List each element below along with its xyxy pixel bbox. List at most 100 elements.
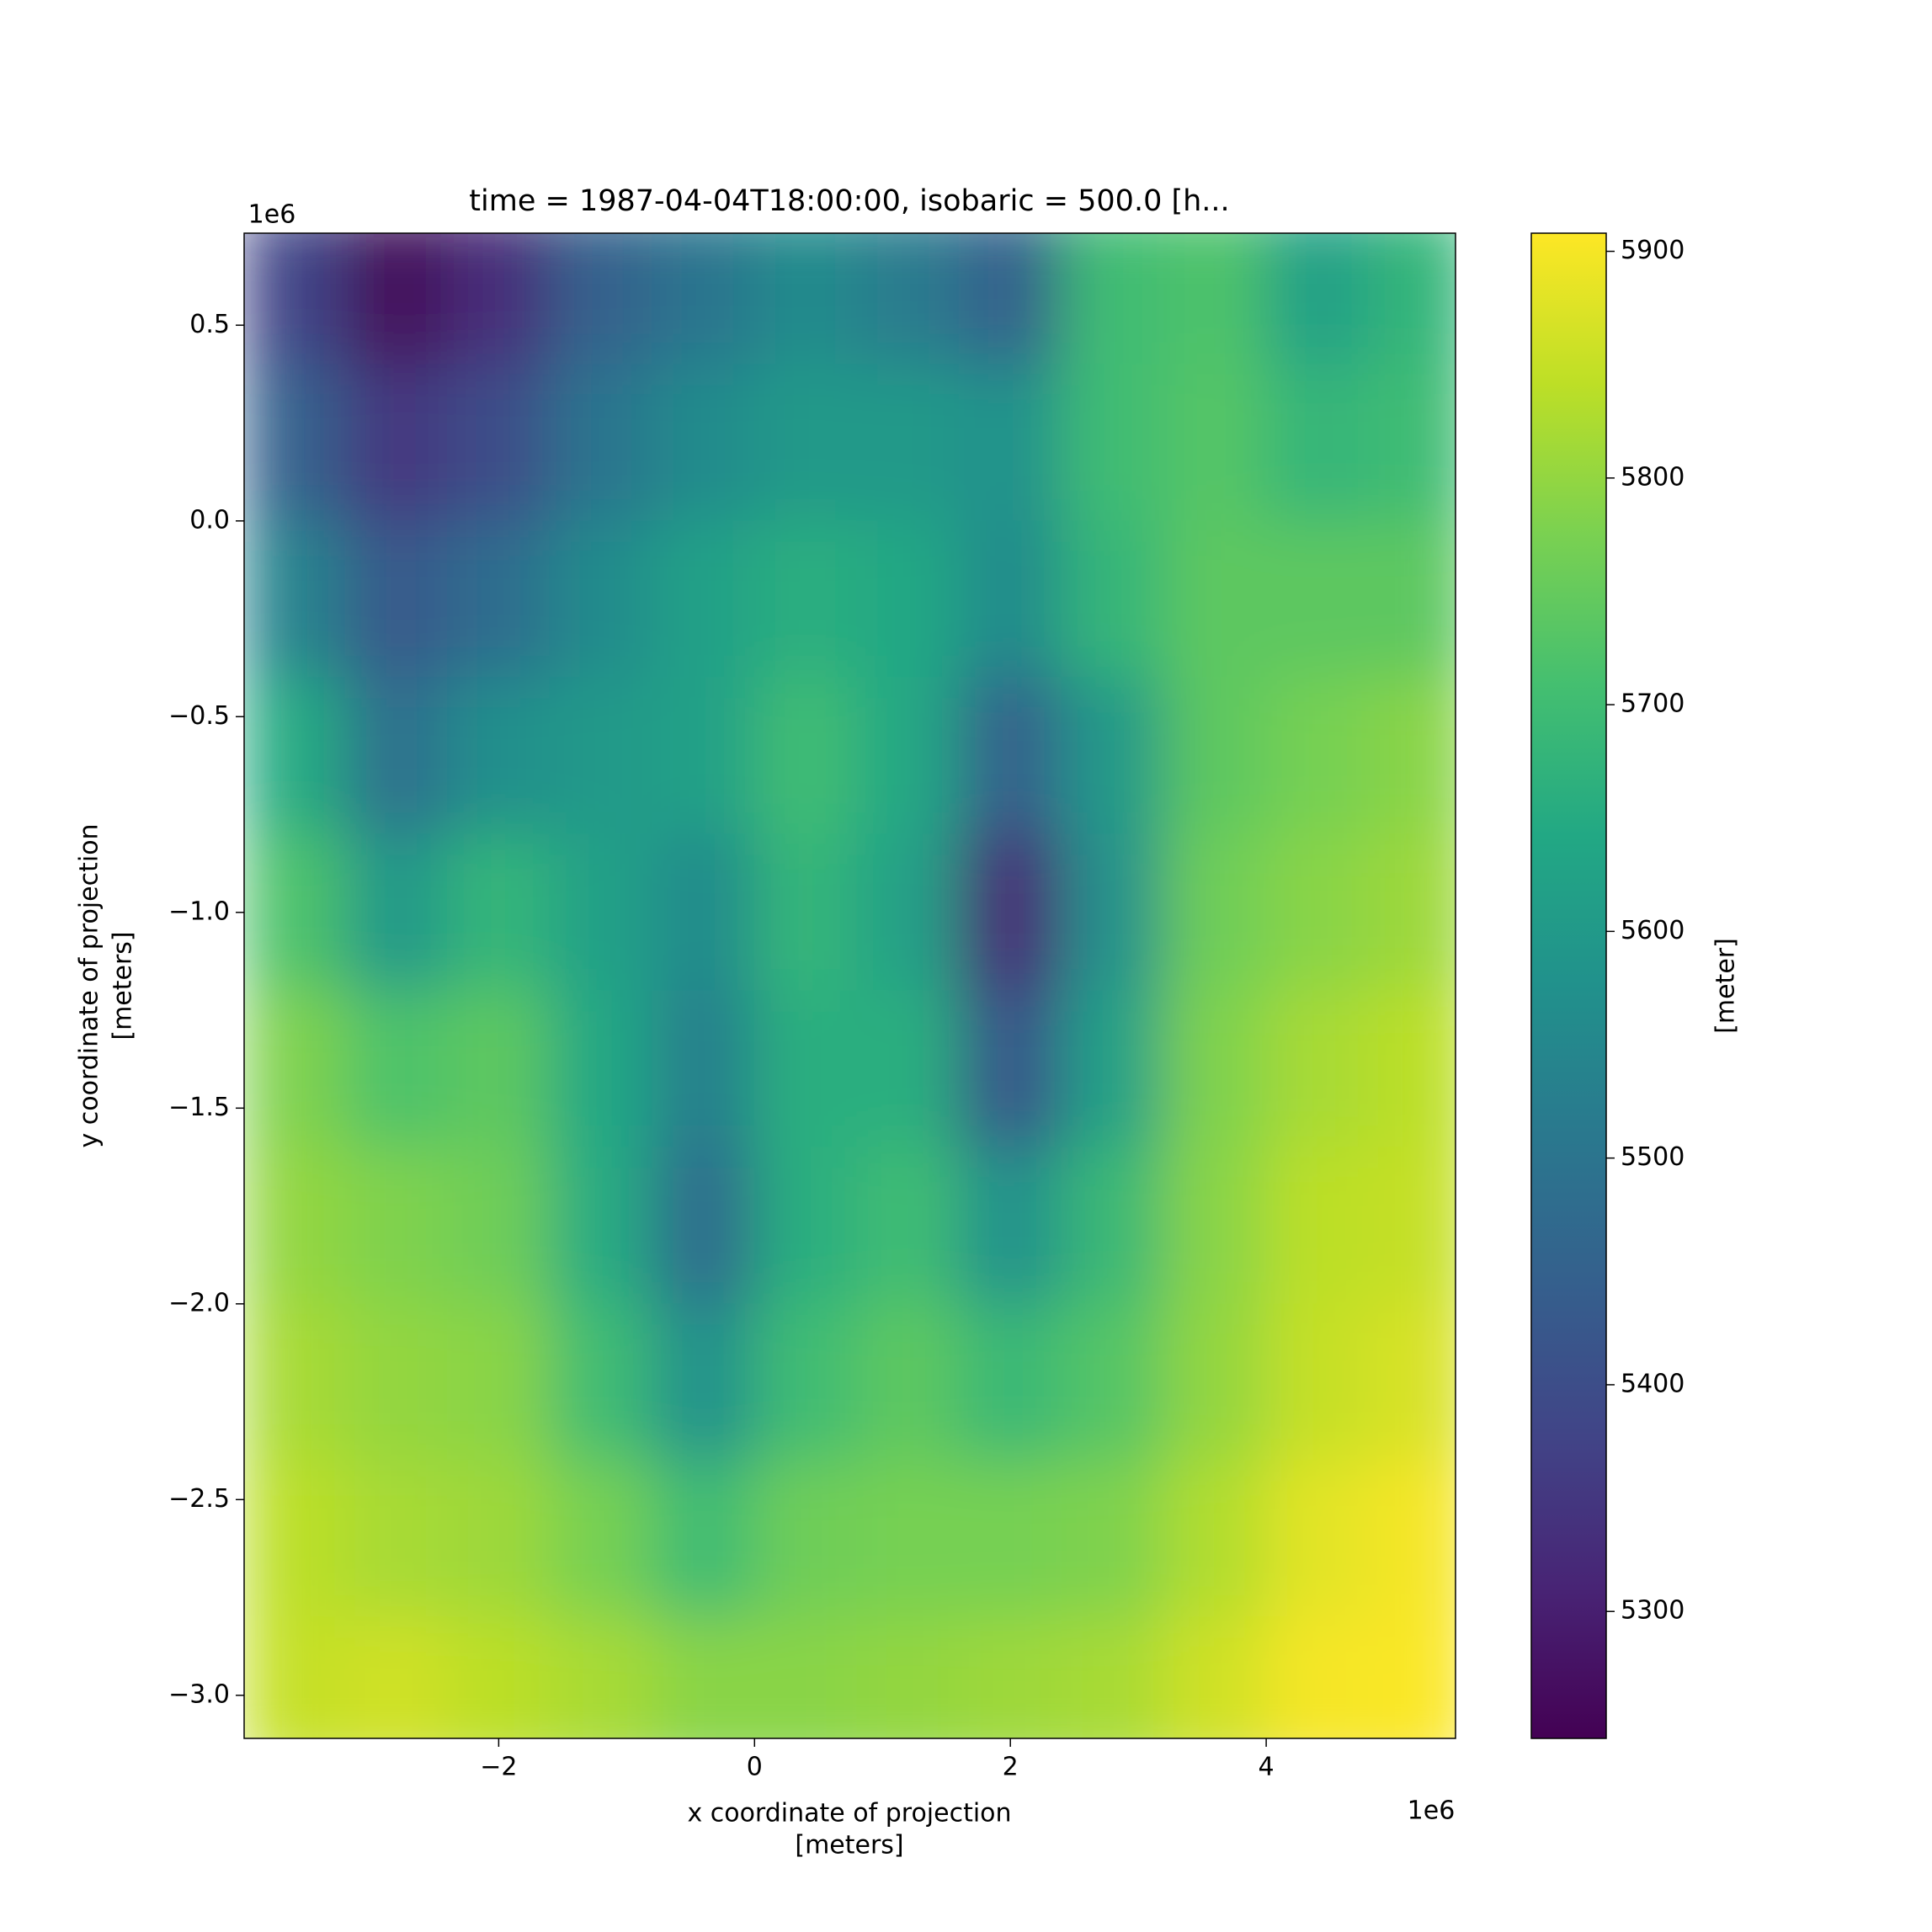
heatmap-cell — [753, 1147, 858, 1305]
y-tick-label: −1.0 — [168, 897, 230, 926]
heatmap-cell — [1163, 677, 1267, 835]
heatmap-cell — [549, 1303, 653, 1461]
heatmap-cell — [447, 1616, 551, 1738]
heatmap-cell — [958, 364, 1062, 522]
heatmap-cells — [244, 233, 1456, 1738]
heatmap-cell — [549, 364, 653, 522]
heatmap-cell — [549, 1460, 653, 1618]
heatmap-cell — [1163, 1616, 1267, 1738]
heatmap-cell — [1061, 677, 1165, 835]
colorbar-tick-label: 5700 — [1621, 689, 1685, 719]
x-offset-label: 1e6 — [1408, 1796, 1456, 1826]
heatmap-cell — [958, 1460, 1062, 1618]
y-tick-label: −1.5 — [168, 1093, 230, 1122]
heatmap-cell — [1265, 1460, 1370, 1618]
heatmap-cell — [1061, 364, 1165, 522]
heatmap-cell — [1163, 990, 1267, 1148]
heatmap-cell — [447, 1460, 551, 1618]
heatmap-cell — [447, 1303, 551, 1461]
heatmap-cell — [244, 1147, 346, 1305]
heatmap-cell — [753, 833, 858, 992]
y-tick-label: −2.5 — [168, 1484, 230, 1514]
heatmap-cell — [958, 1147, 1062, 1305]
colorbar-tick-label: 5900 — [1621, 236, 1685, 265]
heatmap-cell — [1061, 833, 1165, 992]
heatmap-cell — [1265, 990, 1370, 1148]
heatmap-cell — [244, 677, 346, 835]
heatmap-cell — [344, 1147, 449, 1305]
heatmap-cell — [1061, 1460, 1165, 1618]
y-axis-label: [meters] — [109, 931, 138, 1040]
heatmap-cell — [447, 364, 551, 522]
colorbar-tick-label: 5400 — [1621, 1369, 1685, 1398]
heatmap-cell — [1368, 1147, 1456, 1305]
heatmap-cell — [753, 233, 858, 365]
heatmap-cell — [652, 520, 755, 679]
heatmap-cell — [1265, 677, 1370, 835]
heatmap-cell — [1368, 833, 1456, 992]
heatmap-cell — [958, 677, 1062, 835]
heatmap-cell — [753, 1460, 858, 1618]
heatmap-cell — [1265, 1147, 1370, 1305]
y-tick-label: −3.0 — [168, 1679, 230, 1709]
heatmap-cell — [856, 364, 960, 522]
heatmap-cell — [1061, 1147, 1165, 1305]
heatmap-cell — [856, 677, 960, 835]
heatmap-cell — [344, 833, 449, 992]
heatmap-cell — [753, 990, 858, 1148]
heatmap-cell — [549, 520, 653, 679]
heatmap-cell — [549, 833, 653, 992]
heatmap-cell — [1265, 1303, 1370, 1461]
heatmap-cell — [1061, 1303, 1165, 1461]
heatmap-cell — [1265, 1616, 1370, 1738]
heatmap-cell — [958, 833, 1062, 992]
heatmap-cell — [549, 1616, 653, 1738]
heatmap-cell — [1061, 990, 1165, 1148]
heatmap-cell — [244, 364, 346, 522]
heatmap-cell — [958, 1303, 1062, 1461]
heatmap-cell — [1368, 520, 1456, 679]
heatmap-cell — [753, 677, 858, 835]
heatmap-cell — [958, 233, 1062, 365]
heatmap-cell — [447, 677, 551, 835]
heatmap-cell — [652, 833, 755, 992]
heatmap-cell — [549, 990, 653, 1148]
heatmap-cell — [244, 833, 346, 992]
chart-title: time = 1987-04-04T18:00:00, isobaric = 5… — [469, 184, 1229, 218]
heatmap-cell — [1265, 520, 1370, 679]
y-tick-label: −0.5 — [168, 701, 230, 731]
x-tick-label: −2 — [480, 1753, 517, 1782]
heatmap-cell — [1265, 833, 1370, 992]
heatmap-cell — [344, 520, 449, 679]
heatmap-cell — [447, 520, 551, 679]
heatmap-cell — [753, 1616, 858, 1738]
heatmap-cell — [753, 520, 858, 679]
heatmap-cell — [856, 990, 960, 1148]
heatmap-cell — [549, 1147, 653, 1305]
heatmap-cell — [1265, 233, 1370, 365]
heatmap-cell — [1163, 833, 1267, 992]
x-tick-label: 0 — [747, 1753, 763, 1782]
colorbar-tick-label: 5600 — [1621, 916, 1685, 945]
colorbar-tick-label: 5800 — [1621, 462, 1685, 492]
heatmap-cell — [1368, 364, 1456, 522]
heatmap-cell — [244, 1616, 346, 1738]
heatmap-cell — [447, 833, 551, 992]
heatmap-cell — [1163, 1303, 1267, 1461]
x-tick-label: 4 — [1259, 1753, 1275, 1782]
y-tick-label: 0.0 — [189, 505, 230, 535]
y-axis-label: y coordinate of projection — [75, 823, 104, 1147]
heatmap-cell — [652, 233, 755, 365]
heatmap-cell — [1368, 1303, 1456, 1461]
y-tick-label: −2.0 — [168, 1288, 230, 1317]
heatmap-cell — [1368, 677, 1456, 835]
heatmap-cell — [244, 1303, 346, 1461]
heatmap-cell — [856, 1147, 960, 1305]
heatmap-cell — [344, 364, 449, 522]
plot-frame — [243, 232, 1456, 1739]
heatmap-cell — [549, 233, 653, 365]
heatmap-cell — [1368, 990, 1456, 1148]
heatmap-cell — [447, 990, 551, 1148]
heatmap-cell — [1061, 233, 1165, 365]
